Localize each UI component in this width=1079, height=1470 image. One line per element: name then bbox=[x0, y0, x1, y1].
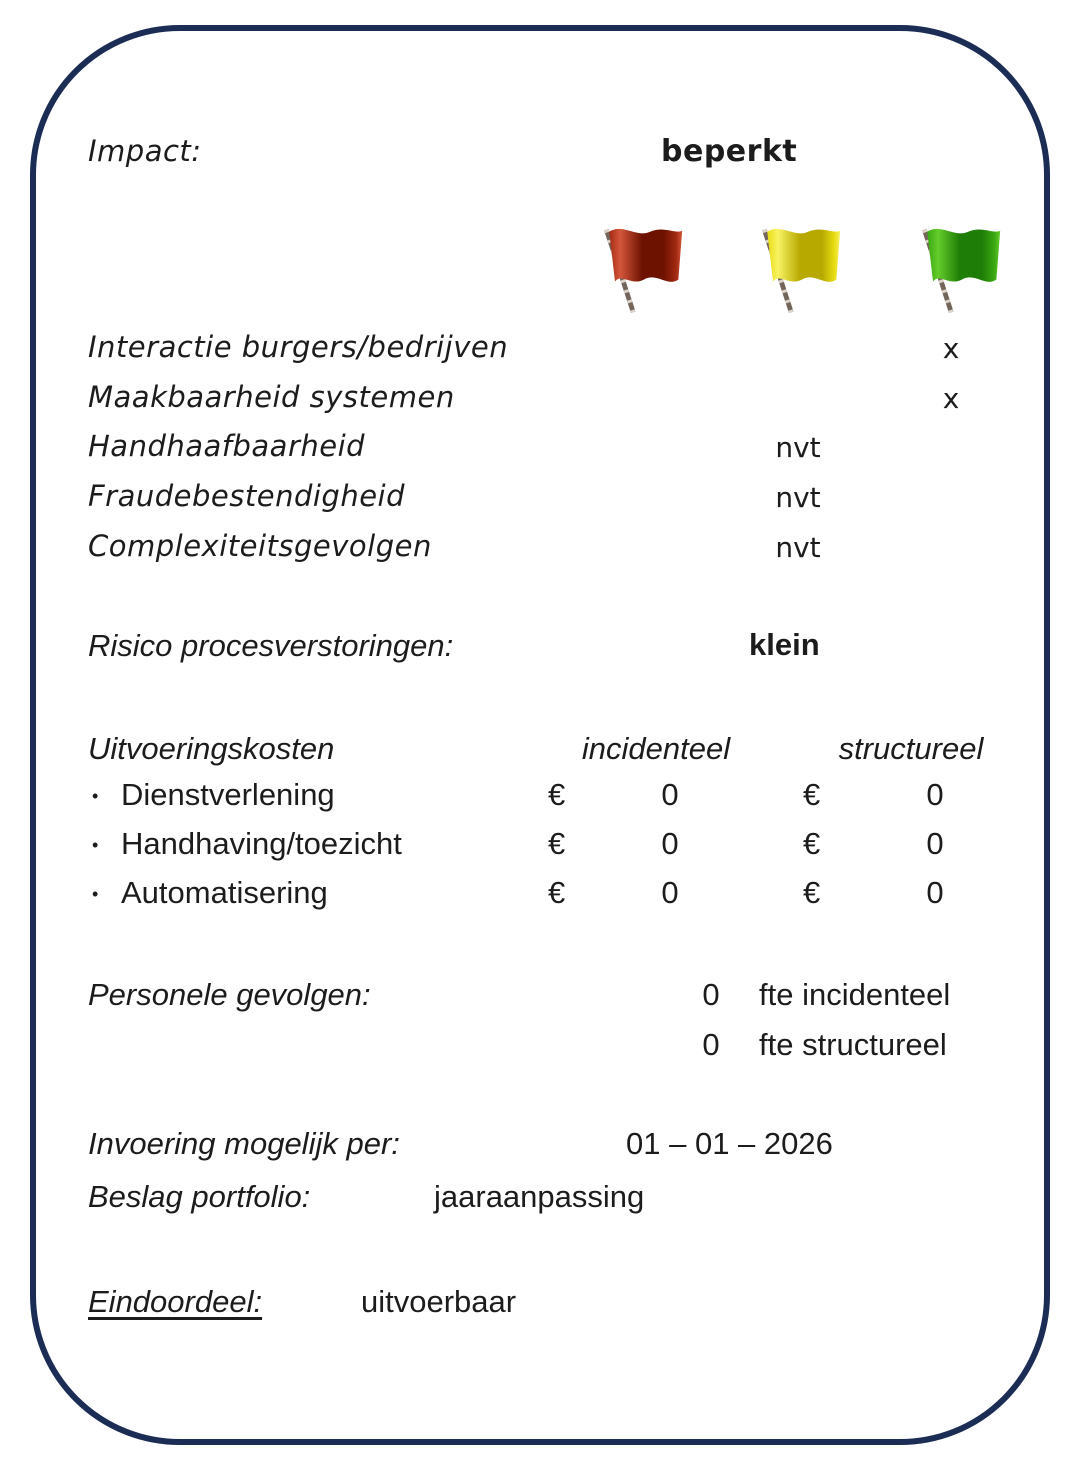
impact-value: beperkt bbox=[661, 134, 798, 169]
euro-sign: € bbox=[803, 875, 821, 910]
flag-red-icon bbox=[591, 222, 687, 318]
implementation-value: 01 – 01 – 2026 bbox=[626, 1126, 833, 1161]
euro-sign: € bbox=[548, 875, 566, 910]
implementation-label: Invoering mogelijk per: bbox=[88, 1126, 400, 1161]
portfolio-value: jaaraanpassing bbox=[434, 1179, 645, 1214]
criteria-label: Complexiteitsgevolgen bbox=[88, 529, 432, 563]
cost-label: Dienstverlening bbox=[121, 777, 335, 812]
criteria-label: Maakbaarheid systemen bbox=[88, 380, 455, 414]
personnel-unit: fte incidenteel bbox=[759, 977, 951, 1012]
euro-sign: € bbox=[803, 777, 821, 812]
cost-label: Automatisering bbox=[121, 875, 328, 910]
euro-sign: € bbox=[548, 777, 566, 812]
criteria-mid-value: nvt bbox=[775, 431, 821, 464]
criteria-green-value: x bbox=[942, 332, 960, 365]
personnel-label: Personele gevolgen: bbox=[88, 977, 371, 1012]
flag-yellow-icon bbox=[749, 222, 845, 318]
cost-value-incidenteel: 0 bbox=[661, 826, 679, 861]
risk-label: Risico procesverstoringen: bbox=[88, 628, 454, 663]
criteria-green-value: x bbox=[942, 382, 960, 415]
cost-value-incidenteel: 0 bbox=[661, 875, 679, 910]
personnel-value: 0 bbox=[702, 977, 720, 1012]
euro-sign: € bbox=[803, 826, 821, 861]
cost-value-incidenteel: 0 bbox=[661, 777, 679, 812]
personnel-value: 0 bbox=[702, 1027, 720, 1062]
costs-col-structureel: structureel bbox=[838, 731, 984, 766]
verdict-value: uitvoerbaar bbox=[361, 1284, 517, 1319]
bullet-icon: • bbox=[92, 884, 99, 904]
risk-value: klein bbox=[749, 627, 820, 662]
costs-col-incidenteel: incidenteel bbox=[581, 731, 731, 766]
cost-label: Handhaving/toezicht bbox=[121, 826, 402, 861]
flag-green-icon bbox=[909, 222, 1005, 318]
impact-label: Impact: bbox=[88, 134, 202, 168]
criteria-mid-value: nvt bbox=[775, 531, 821, 564]
verdict-label: Eindoordeel: bbox=[88, 1284, 263, 1319]
criteria-label: Interactie burgers/bedrijven bbox=[88, 330, 509, 364]
cost-value-structureel: 0 bbox=[926, 875, 944, 910]
bullet-icon: • bbox=[92, 786, 99, 806]
cost-value-structureel: 0 bbox=[926, 826, 944, 861]
euro-sign: € bbox=[548, 826, 566, 861]
portfolio-label: Beslag portfolio: bbox=[88, 1179, 311, 1214]
cost-value-structureel: 0 bbox=[926, 777, 944, 812]
criteria-label: Handhaafbaarheid bbox=[88, 429, 366, 463]
bullet-icon: • bbox=[92, 835, 99, 855]
summary-card: Impact: beperkt bbox=[30, 25, 1050, 1445]
costs-label: Uitvoeringskosten bbox=[88, 731, 335, 766]
personnel-unit: fte structureel bbox=[759, 1027, 947, 1062]
criteria-label: Fraudebestendigheid bbox=[88, 479, 406, 513]
criteria-mid-value: nvt bbox=[775, 481, 821, 514]
